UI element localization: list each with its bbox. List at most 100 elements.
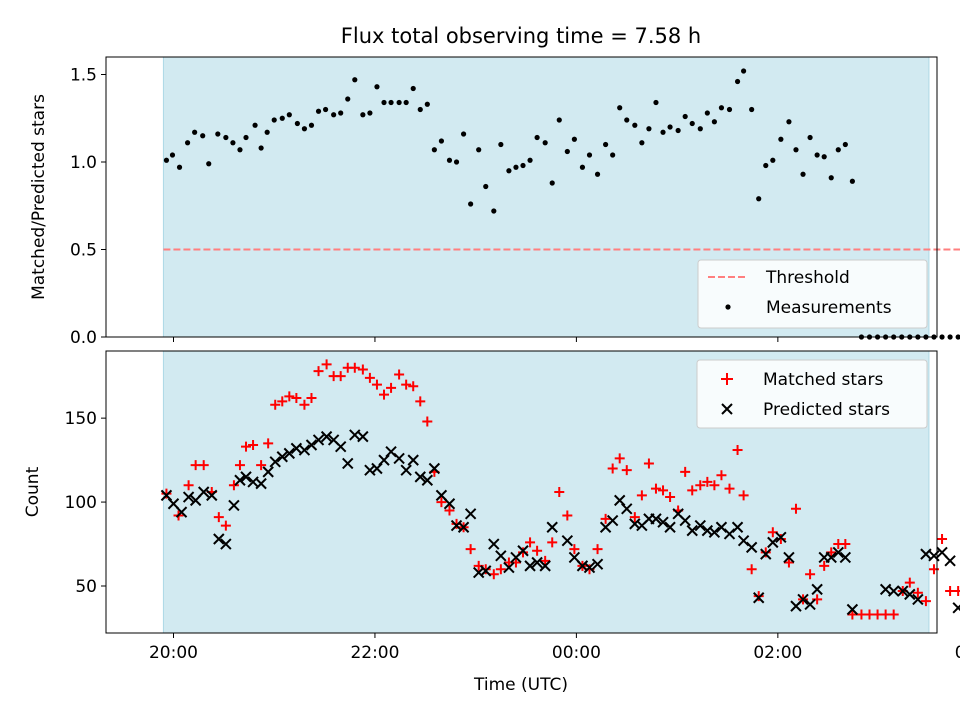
count-y-tick-label: 100 (65, 493, 97, 513)
matched-star-point (636, 490, 647, 501)
measurement-point (842, 141, 848, 148)
ratio-y-tick-label: 0.0 (70, 328, 97, 348)
matched-star-point (569, 544, 580, 555)
ratio-y-axis-label: Matched/Predicted stars (29, 94, 49, 300)
predicted-star-point (887, 585, 900, 597)
predicted-star-point (234, 474, 246, 486)
predicted-star-point (686, 524, 698, 537)
ratio-y-tick-label: 1.5 (70, 66, 97, 86)
measurement-point (800, 171, 806, 177)
measurement-point (726, 106, 733, 113)
measurement-point (331, 112, 337, 118)
matched-star-point (760, 547, 771, 558)
predicted-star-point (320, 430, 333, 443)
measurement-point (403, 99, 409, 106)
predicted-star-point (457, 521, 470, 533)
predicted-star-point (357, 430, 369, 443)
matched-star-point (643, 458, 654, 469)
measurement-point (947, 334, 953, 340)
measurement-point (352, 77, 358, 83)
measurement-point (646, 126, 652, 132)
matched-star-point (444, 505, 455, 516)
measurement-point (192, 129, 198, 135)
predicted-star-point (664, 521, 676, 533)
measurement-point (498, 141, 504, 148)
predicted-star-point (561, 534, 574, 547)
measurement-point (223, 134, 229, 141)
measurement-point (660, 129, 666, 135)
matched-star-point (241, 441, 252, 452)
predicted-star-point (305, 439, 318, 451)
predicted-star-point (583, 561, 596, 574)
predicted-star-point (708, 526, 721, 538)
predicted-star-point (679, 514, 691, 527)
measurement-point (734, 78, 741, 85)
ratio-x-ticks (172, 337, 779, 342)
measurement-point (184, 140, 191, 146)
matched-star-point (912, 587, 923, 598)
measurement-point (527, 157, 533, 163)
matched-star-point (600, 513, 611, 524)
measurement-point (345, 96, 351, 102)
predicted-star-point (443, 498, 456, 510)
measurement-point (749, 106, 755, 113)
matched-star-point (465, 544, 476, 555)
predicted-star-point (912, 593, 924, 606)
measurement-point (763, 162, 769, 169)
matched-star-point (291, 393, 302, 403)
measurement-point (778, 136, 784, 142)
measurement-point (571, 136, 577, 142)
ratio-legend: Threshold Measurements (697, 259, 928, 329)
measurement-point (610, 152, 616, 158)
predicted-star-point (952, 602, 960, 614)
matched-star-point (607, 463, 618, 474)
measurement-point (814, 152, 820, 158)
count-y-axis-label: Count (23, 466, 43, 517)
predicted-star-point (334, 440, 347, 453)
chart-title: Flux total observing time = 7.58 h (341, 24, 701, 48)
measurement-point (849, 178, 855, 184)
matched-star-point (525, 537, 536, 548)
ratio-marks (163, 68, 960, 340)
measurement-point (367, 110, 373, 116)
matched-legend-swatch (721, 373, 733, 385)
predicted-star-point (797, 593, 809, 606)
measurement-point (396, 99, 402, 106)
count-legend-box (696, 359, 928, 429)
measurement-point (264, 129, 270, 135)
predicted-star-point (606, 514, 619, 527)
predicted-star-point (503, 561, 515, 574)
matched-star-point (394, 369, 405, 380)
count-axes-frame (105, 350, 938, 634)
measurement-point (468, 201, 474, 207)
measurement-point (594, 171, 601, 177)
predicted-star-point (657, 516, 669, 528)
measurement-point (639, 140, 645, 146)
matched-star-point (650, 483, 661, 494)
predicted-star-point (897, 585, 909, 597)
matched-star-point (284, 391, 295, 402)
matched-star-point (629, 512, 640, 523)
predicted-star-point (269, 456, 281, 468)
matched-star-point (220, 520, 231, 531)
measurement-point (279, 115, 285, 121)
matched-star-point (658, 485, 669, 496)
predicted-star-point (213, 533, 225, 545)
matched-star-point (183, 480, 194, 491)
matched-star-point (554, 487, 565, 497)
predicted-star-point (904, 588, 916, 601)
predicted-star-point (517, 545, 529, 557)
matched-star-point (904, 577, 915, 588)
count-y-tick-label: 50 (75, 577, 97, 597)
measurement-point (453, 159, 460, 165)
measurement-point (446, 157, 453, 163)
measurement-point (718, 105, 725, 111)
measurement-point (506, 168, 512, 174)
matched-star-point (213, 512, 224, 523)
measurement-point (807, 134, 813, 141)
measurement-point (828, 175, 834, 181)
predicted-star-point (175, 506, 188, 518)
predicted-star-point (414, 471, 426, 483)
count-legend: Matched stars Predicted stars (696, 359, 928, 429)
predicted-star-point (495, 550, 507, 562)
